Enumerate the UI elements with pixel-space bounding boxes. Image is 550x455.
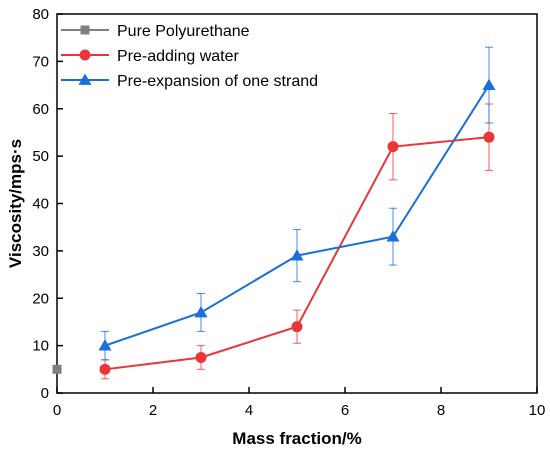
x-tick-label: 10 (529, 402, 546, 419)
data-point (194, 305, 208, 318)
y-tick-label: 40 (32, 196, 49, 213)
y-tick-label: 0 (41, 385, 49, 402)
data-point (290, 249, 304, 261)
legend-label: Pre-expansion of one strand (117, 73, 318, 90)
legend-marker (79, 49, 91, 61)
legend-item: Pure Polyurethane (61, 23, 250, 40)
data-point (52, 364, 62, 374)
series-line (104, 84, 490, 347)
data-point (482, 78, 496, 90)
x-tick-label: 0 (53, 402, 61, 419)
legend-label: Pre-adding water (117, 48, 240, 65)
data-point (99, 363, 111, 375)
y-tick-label: 70 (32, 53, 49, 70)
legend-item: Pre-expansion of one strand (61, 73, 318, 90)
legend-marker (78, 73, 92, 85)
data-point (483, 131, 495, 143)
series-2 (98, 46, 496, 361)
series-0 (52, 364, 62, 374)
legend-marker (80, 25, 90, 35)
y-axis-title: Viscosity/mps·s (6, 139, 25, 268)
y-tick-label: 60 (32, 101, 49, 118)
data-point (195, 351, 207, 363)
ticks-layer: 0 2 4 6 8 10 0 10 20 30 40 50 60 70 80 (32, 6, 545, 419)
legend-label: Pure Polyurethane (117, 23, 250, 40)
data-point (387, 141, 399, 153)
y-tick-label: 10 (32, 338, 49, 355)
y-tick-label: 30 (32, 243, 49, 260)
x-tick-label: 8 (437, 402, 445, 419)
data-point (386, 230, 400, 242)
x-tick-label: 6 (341, 402, 349, 419)
y-tick-label: 50 (32, 148, 49, 165)
x-axis-title: Mass fraction/% (232, 429, 361, 448)
series-layer (52, 46, 496, 380)
x-tick-label: 4 (245, 402, 253, 419)
legend-item: Pre-adding water (61, 48, 240, 65)
y-tick-label: 80 (32, 6, 49, 23)
data-point (98, 339, 112, 351)
data-point (291, 321, 303, 333)
y-tick-label: 20 (32, 290, 49, 307)
legend: Pure Polyurethane Pre-adding water Pre-exp… (61, 23, 318, 90)
x-tick-label: 2 (149, 402, 157, 419)
